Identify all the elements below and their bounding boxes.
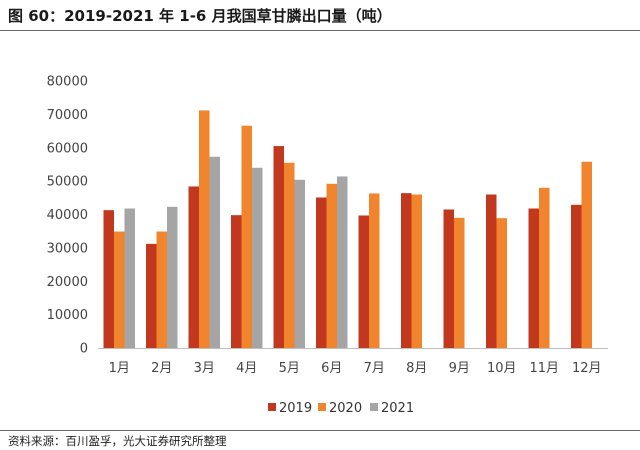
bar-2019-12 <box>571 204 582 348</box>
bar-chart: 0 10000 20000 30000 40000 50000 60000 70000 8000… <box>47 75 608 416</box>
y-tick-label: 10000 <box>47 308 88 323</box>
bar-2020-2 <box>156 231 167 348</box>
figure-title: 图 60：2019-2021 年 1-6 月我国草甘膦出口量（吨） <box>8 7 392 25</box>
x-tick-label: 2月 <box>151 361 172 376</box>
x-tick-label: 6月 <box>321 361 342 376</box>
bar-2020-6 <box>326 183 337 348</box>
legend-label-2019: 2019 <box>279 401 312 416</box>
bar-2021-6 <box>337 176 348 348</box>
bar-2020-11 <box>539 187 550 348</box>
bar-2019-11 <box>528 208 539 348</box>
legend-label-2021: 2021 <box>381 401 414 416</box>
y-tick-label: 0 <box>80 342 88 357</box>
bar-2019-2 <box>146 243 157 348</box>
bars <box>103 110 592 349</box>
title-divider <box>0 30 640 31</box>
bar-2020-5 <box>284 162 295 348</box>
legend: 2019 2020 2021 <box>268 401 414 416</box>
x-tick-label: 4月 <box>236 361 257 376</box>
bar-2020-4 <box>241 125 252 348</box>
bar-2019-7 <box>358 215 369 348</box>
bar-2019-5 <box>273 146 284 348</box>
x-tick-label: 5月 <box>279 361 300 376</box>
y-tick-label: 80000 <box>47 75 88 90</box>
bar-2021-2 <box>167 206 178 348</box>
y-tick-label: 70000 <box>47 108 88 123</box>
x-tick-label: 11月 <box>529 361 559 376</box>
source-note: 资料来源：百川盈孚，光大证券研究所整理 <box>8 434 227 448</box>
y-tick-label: 30000 <box>47 241 88 256</box>
legend-swatch-2021 <box>370 403 378 411</box>
bar-2019-10 <box>486 194 497 348</box>
legend-swatch-2020 <box>318 403 326 411</box>
x-tick-label: 7月 <box>364 361 385 376</box>
source-divider <box>0 430 640 431</box>
y-tick-label: 50000 <box>47 175 88 190</box>
x-tick-label: 8月 <box>406 361 427 376</box>
bar-2020-10 <box>496 218 507 348</box>
bar-2020-7 <box>369 193 380 348</box>
y-tick-label: 20000 <box>47 275 88 290</box>
bar-2019-1 <box>103 210 114 348</box>
y-tick-label: 60000 <box>47 141 88 156</box>
bar-2021-4 <box>252 167 263 348</box>
y-tick-label: 40000 <box>47 208 88 223</box>
bar-2019-9 <box>443 209 454 348</box>
bar-2021-5 <box>294 179 305 348</box>
bar-2019-3 <box>188 186 199 348</box>
bar-2020-8 <box>411 194 422 348</box>
bar-2020-3 <box>199 110 210 349</box>
x-tick-label: 12月 <box>572 361 602 376</box>
bar-2021-1 <box>124 208 135 348</box>
bar-2019-6 <box>316 197 327 348</box>
x-axis: 1月 2月 3月 4月 5月 6月 7月 8月 9月 10月 11月 12月 <box>109 361 602 376</box>
bar-2021-3 <box>209 156 220 348</box>
bar-2020-9 <box>454 217 465 348</box>
legend-label-2020: 2020 <box>329 401 362 416</box>
legend-swatch-2019 <box>268 403 276 411</box>
x-tick-label: 3月 <box>194 361 215 376</box>
x-tick-label: 1月 <box>109 361 130 376</box>
x-tick-label: 10月 <box>487 361 517 376</box>
bar-2020-12 <box>581 161 592 348</box>
bar-2019-8 <box>401 193 412 348</box>
y-axis: 0 10000 20000 30000 40000 50000 60000 70000 8000… <box>47 75 88 357</box>
bar-2019-4 <box>231 215 242 348</box>
x-tick-label: 9月 <box>449 361 470 376</box>
bar-2020-1 <box>114 231 125 348</box>
